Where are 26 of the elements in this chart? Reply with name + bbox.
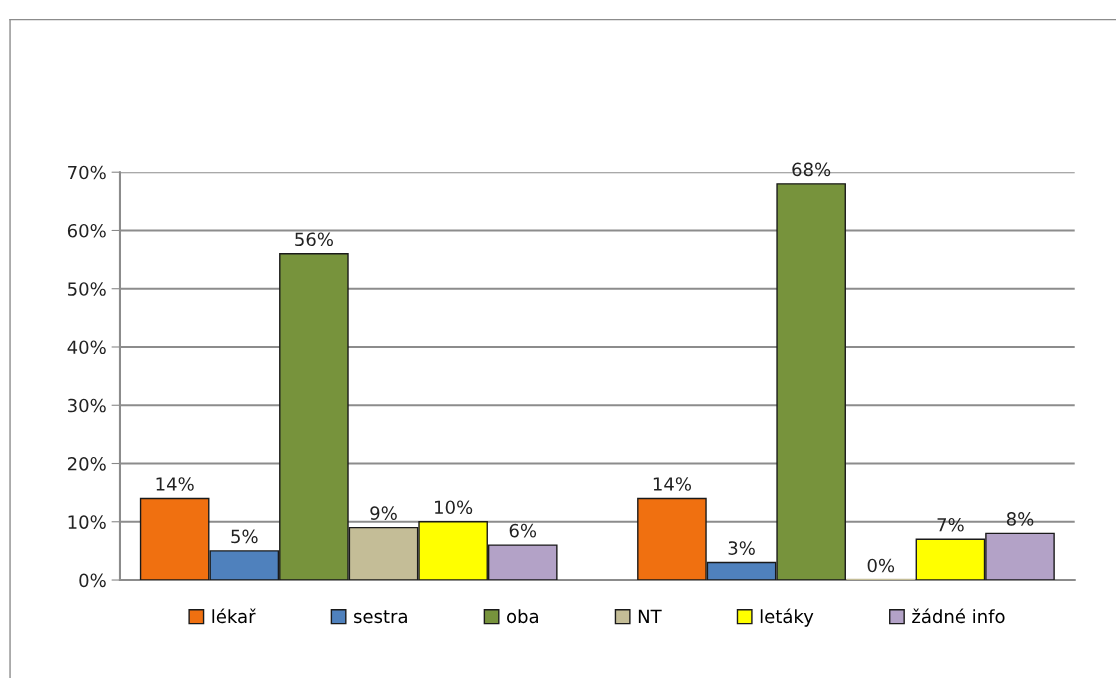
y-tick-label: 0%	[79, 573, 106, 588]
y-tick-label: 20%	[67, 456, 106, 471]
legend-label: letáky	[760, 608, 814, 627]
y-tick-label: 30%	[68, 398, 106, 413]
data-label: 7%	[937, 517, 964, 532]
legend-label: sestra	[354, 610, 407, 624]
data-label: 8%	[1006, 512, 1034, 526]
data-label: 3%	[728, 541, 755, 555]
y-tick-label: 60%	[67, 223, 106, 238]
data-label: 14%	[653, 477, 691, 491]
data-label: 68%	[792, 162, 831, 177]
data-label: 14%	[156, 477, 194, 491]
data-label: 5%	[231, 529, 258, 544]
y-tick-label: 40%	[67, 340, 106, 355]
legend-label: žádné info	[912, 608, 1005, 624]
data-label: 10%	[435, 500, 473, 515]
data-label: 0%	[867, 558, 895, 573]
data-label: 56%	[295, 232, 333, 247]
legend-label: lékař	[212, 608, 256, 624]
legend-label: NT	[638, 609, 662, 623]
y-tick-label: 70%	[68, 165, 106, 180]
y-tick-label: 10%	[68, 515, 106, 529]
data-label: 6%	[509, 523, 537, 538]
y-tick-label: 50%	[68, 282, 106, 296]
data-label: 9%	[370, 506, 397, 520]
legend-label: oba	[507, 609, 538, 624]
